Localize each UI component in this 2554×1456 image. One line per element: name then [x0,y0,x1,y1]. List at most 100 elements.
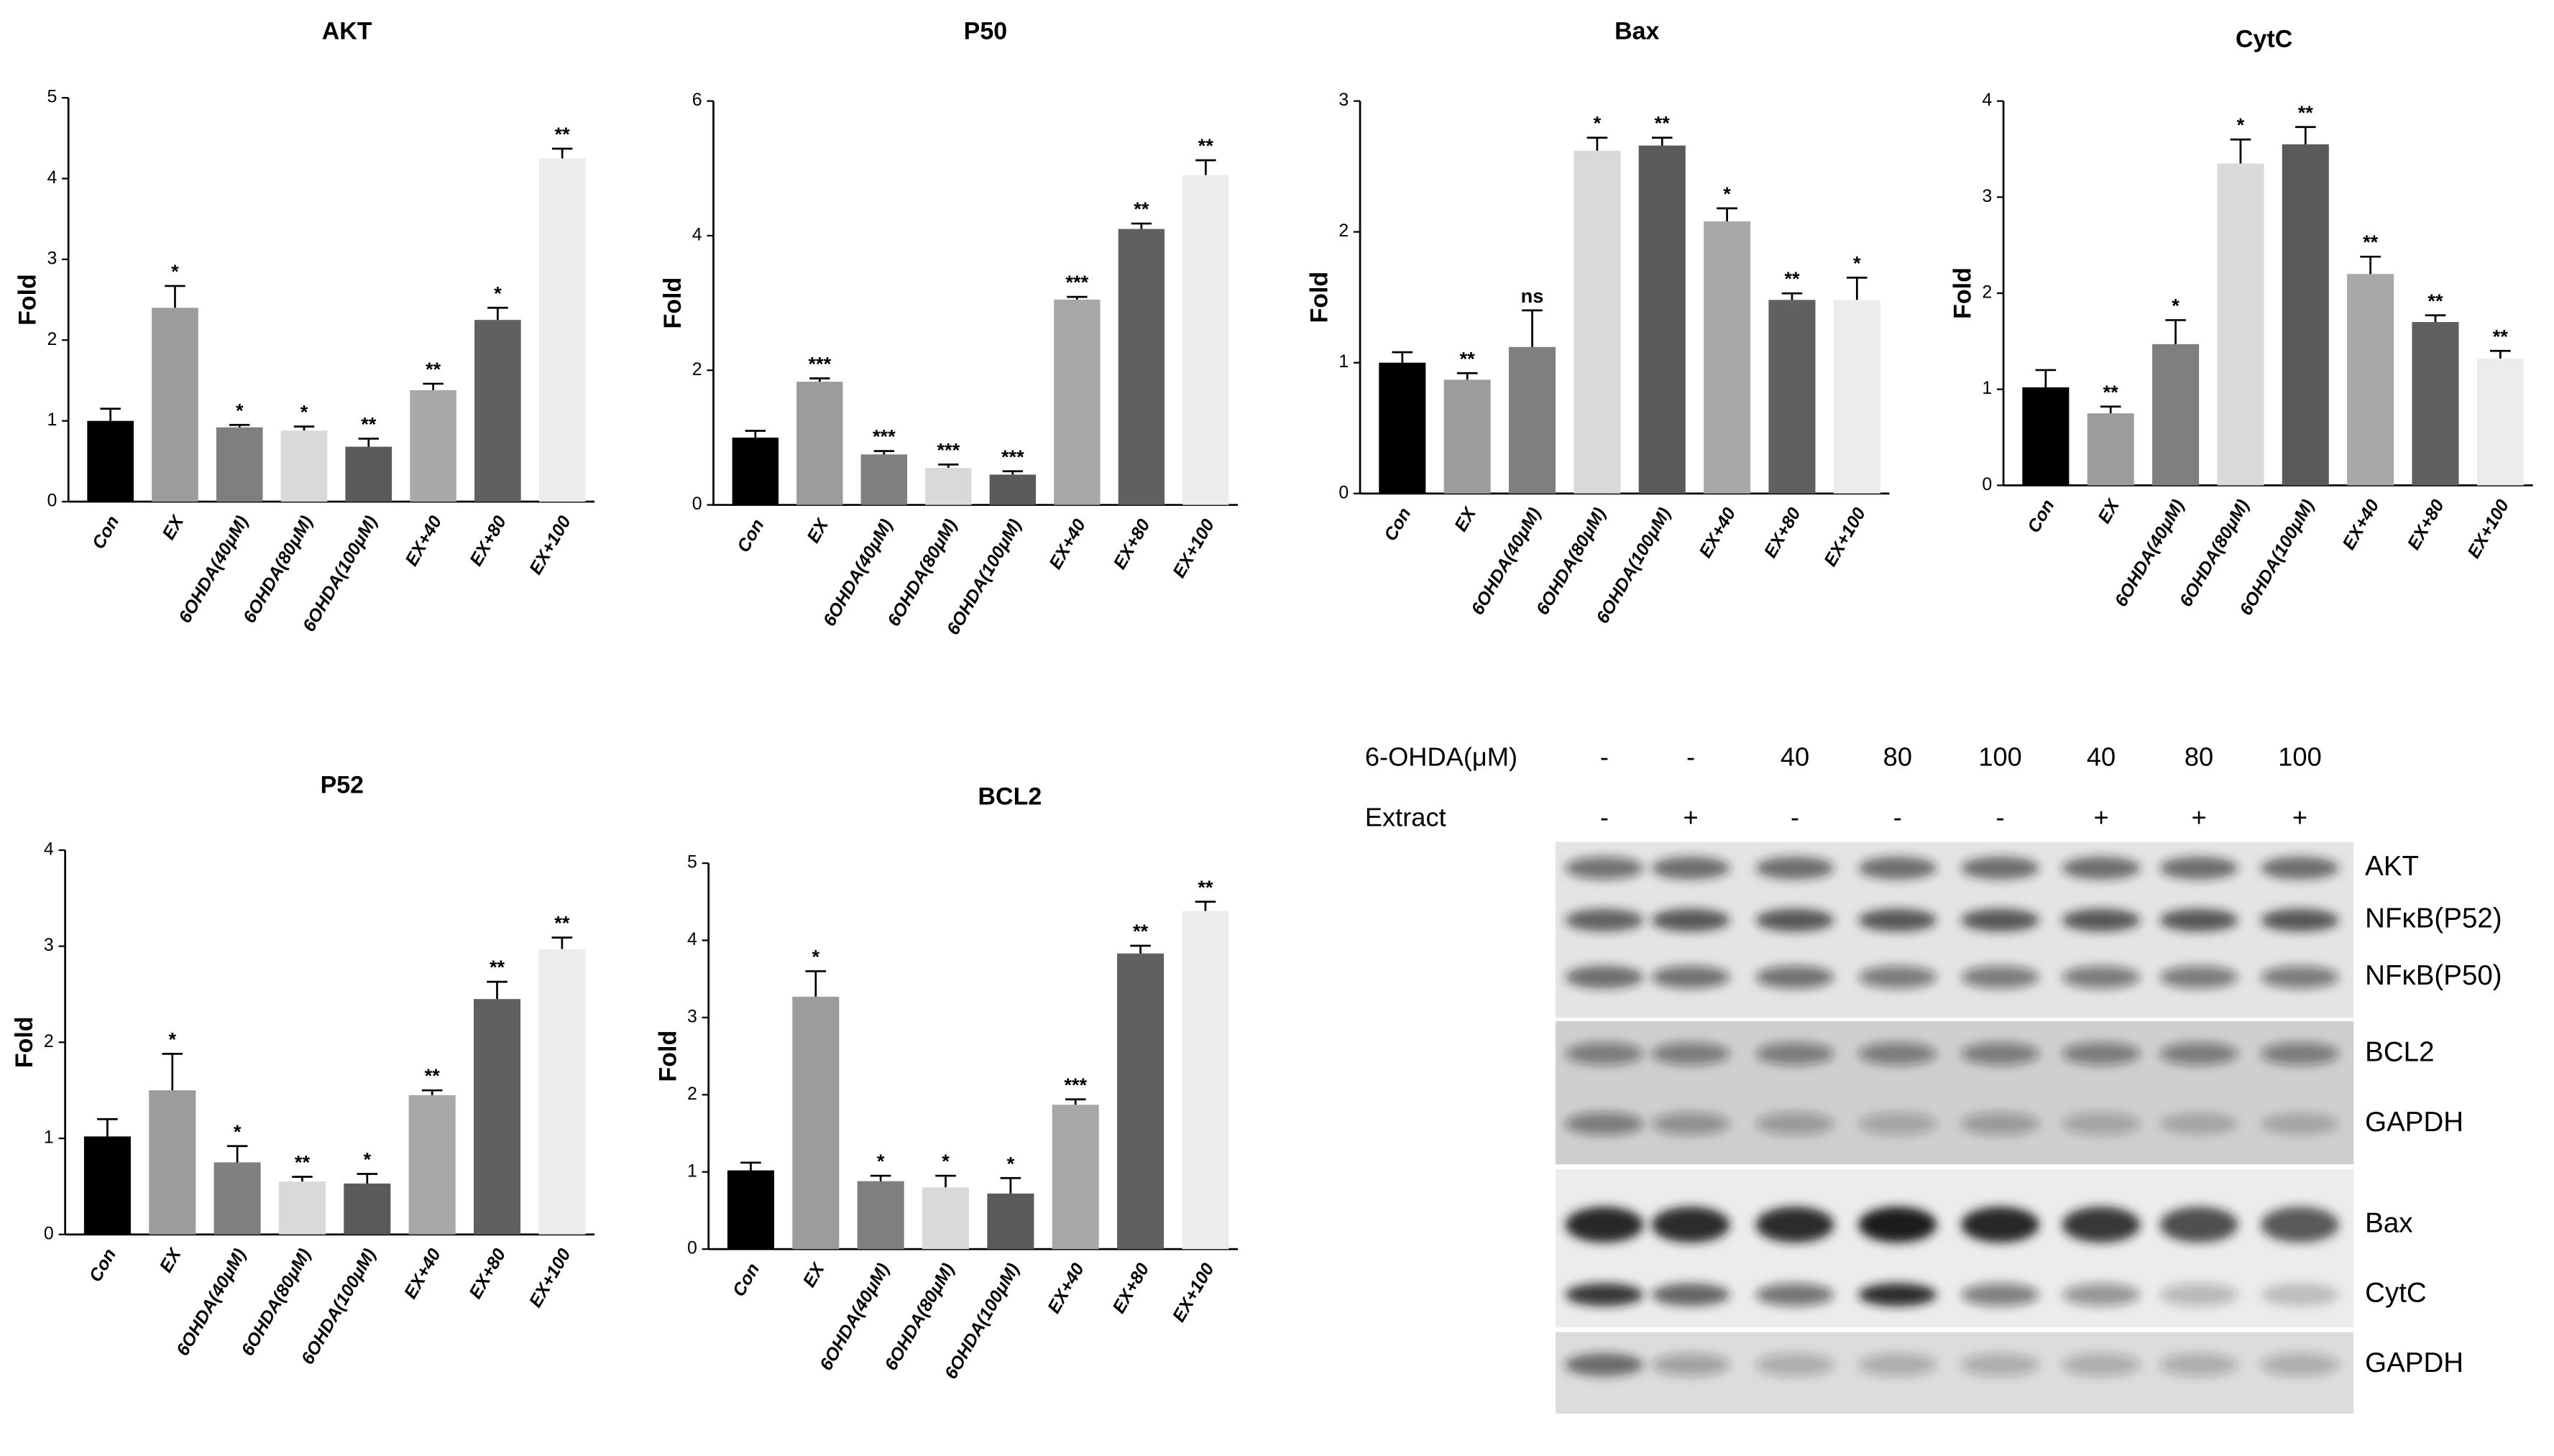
lane-label: - [1686,742,1695,772]
lane-label: - [1893,802,1902,831]
bar [989,474,1037,505]
error-bar [1195,159,1216,175]
significance-label: ** [554,912,570,934]
treatment-label: 6-OHDA(μM) [1365,742,1517,772]
x-tick-label: EX+40 [2338,496,2383,553]
error-bar [421,1089,443,1095]
blot-band [2159,1112,2238,1135]
significance-label: * [877,1150,885,1172]
bar [474,320,521,502]
blot-band [2261,1353,2339,1376]
error-bar [1000,1176,1021,1194]
significance-label: ** [425,1064,441,1087]
x-tick-label: 6OHDA(80μM) [237,1245,315,1360]
bar [538,949,586,1235]
blot-band [2062,1283,2141,1307]
blot-band [1651,1283,1730,1307]
y-tick-label: 0 [1338,482,1349,502]
bar [792,996,840,1250]
blot-band [1651,1112,1730,1135]
bar [1117,953,1165,1250]
error-bar [938,464,959,469]
error-bar [1067,295,1088,300]
significance-label: *** [1064,1074,1087,1096]
error-bar [2035,369,2057,388]
x-tick-label: 6OHDA(80μM) [883,516,961,630]
x-tick-label: EX+40 [401,512,446,569]
significance-label: ** [2298,101,2314,124]
y-axis-label: Fold [1306,272,1333,323]
blot-band [2062,1207,2141,1243]
error-bar [487,306,508,321]
blot-band [1858,857,1937,880]
blot-band [2261,965,2339,989]
y-axis-label: Fold [654,1031,681,1082]
blot-band [1565,857,1644,880]
blot-band [1858,1042,1937,1066]
significance-label: * [1594,112,1602,134]
significance-label: ** [361,413,377,435]
significance-label: *** [1001,446,1024,468]
blot-band [1651,1042,1730,1066]
error-bar [1131,222,1152,229]
significance-label: * [236,399,244,421]
blot-band [2159,857,2238,880]
y-tick-label: 0 [692,494,702,514]
error-bar [1195,900,1216,911]
error-bar [100,407,121,421]
y-tick-label: 4 [692,225,702,245]
y-tick-label: 6 [692,90,702,110]
blot-band [2062,1353,2141,1376]
error-bar [2165,319,2186,344]
chart-title: AKT [322,17,372,45]
y-tick-label: 3 [687,1006,697,1026]
bar [1182,175,1229,505]
bar [2282,144,2329,486]
chart-title: CytC [2236,26,2292,53]
blot-band [1651,1207,1730,1243]
significance-label: ** [426,358,441,380]
bar [83,1136,131,1235]
blot-band [1858,1283,1937,1307]
significance-label: ns [1521,285,1544,307]
x-tick-label: EX [799,1259,830,1291]
x-tick-label: EX+80 [466,512,510,569]
significance-label: ** [1198,134,1214,157]
significance-label: *** [808,353,831,375]
blot-band [1961,1112,2039,1135]
error-bar [165,285,185,308]
significance-label: * [1853,252,1861,274]
x-tick-label: 6OHDA(40μM) [816,1260,894,1374]
error-bar [740,1161,761,1171]
blot-band [1651,857,1730,880]
x-tick-label: Con [729,1260,763,1300]
bar [1638,145,1686,494]
error-bar [1002,470,1024,475]
lane-label: - [1996,802,2005,831]
x-tick-label: EX [156,1244,186,1276]
band-label: AKT [2365,851,2419,882]
x-tick-label: 6OHDA(40μM) [173,1245,250,1360]
error-bar [1781,292,1803,300]
error-bar [97,1118,118,1137]
error-bar [1717,207,1737,222]
significance-label: *** [1065,271,1088,293]
bar [857,1181,904,1250]
bar [1833,300,1880,494]
blot-band [1961,965,2039,989]
error-bar [2360,255,2381,275]
bar [2152,344,2200,486]
blot-band [1651,1353,1730,1376]
blot-band [1755,965,1834,989]
y-tick-label: 3 [1982,186,1992,206]
bar [2476,358,2524,486]
significance-label: * [300,401,308,423]
blot-band [1961,1283,2039,1307]
bar [344,1183,391,1235]
bar [474,999,521,1235]
x-tick-label: EX+40 [1695,504,1740,561]
x-tick-label: EX+100 [1820,504,1870,570]
y-tick-label: 3 [1338,90,1349,110]
bar [2347,274,2394,486]
x-tick-label: EX+80 [2404,496,2448,553]
